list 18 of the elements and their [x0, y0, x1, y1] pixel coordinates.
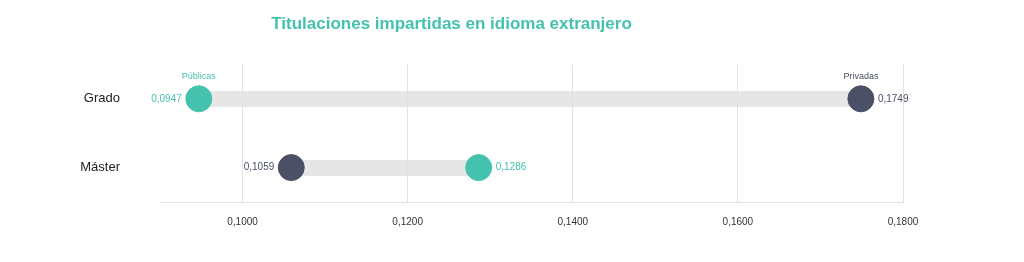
series-label: Públicas — [181, 71, 217, 82]
x-tick-label: 0,1200 — [392, 215, 424, 227]
data-label: 0,1286 — [495, 161, 527, 173]
y-tick-label: Máster — [80, 159, 121, 175]
y-tick-label: Grado — [83, 90, 120, 106]
point — [465, 154, 493, 182]
data-label: 0,0947 — [151, 92, 183, 104]
data-label: 0,1749 — [877, 92, 909, 104]
x-tick-label: 0,1400 — [557, 215, 589, 227]
point — [277, 154, 305, 182]
point — [847, 85, 875, 113]
x-tick-label: 0,1600 — [722, 215, 754, 227]
series-label: Privadas — [843, 71, 879, 82]
point — [185, 85, 213, 113]
chart-title: Titulaciones impartidas en idioma extranjero — [271, 13, 632, 33]
data-label: 0,1059 — [243, 161, 275, 173]
x-tick-label: 0,1000 — [227, 215, 259, 227]
x-tick-label: 0,1800 — [887, 215, 919, 227]
